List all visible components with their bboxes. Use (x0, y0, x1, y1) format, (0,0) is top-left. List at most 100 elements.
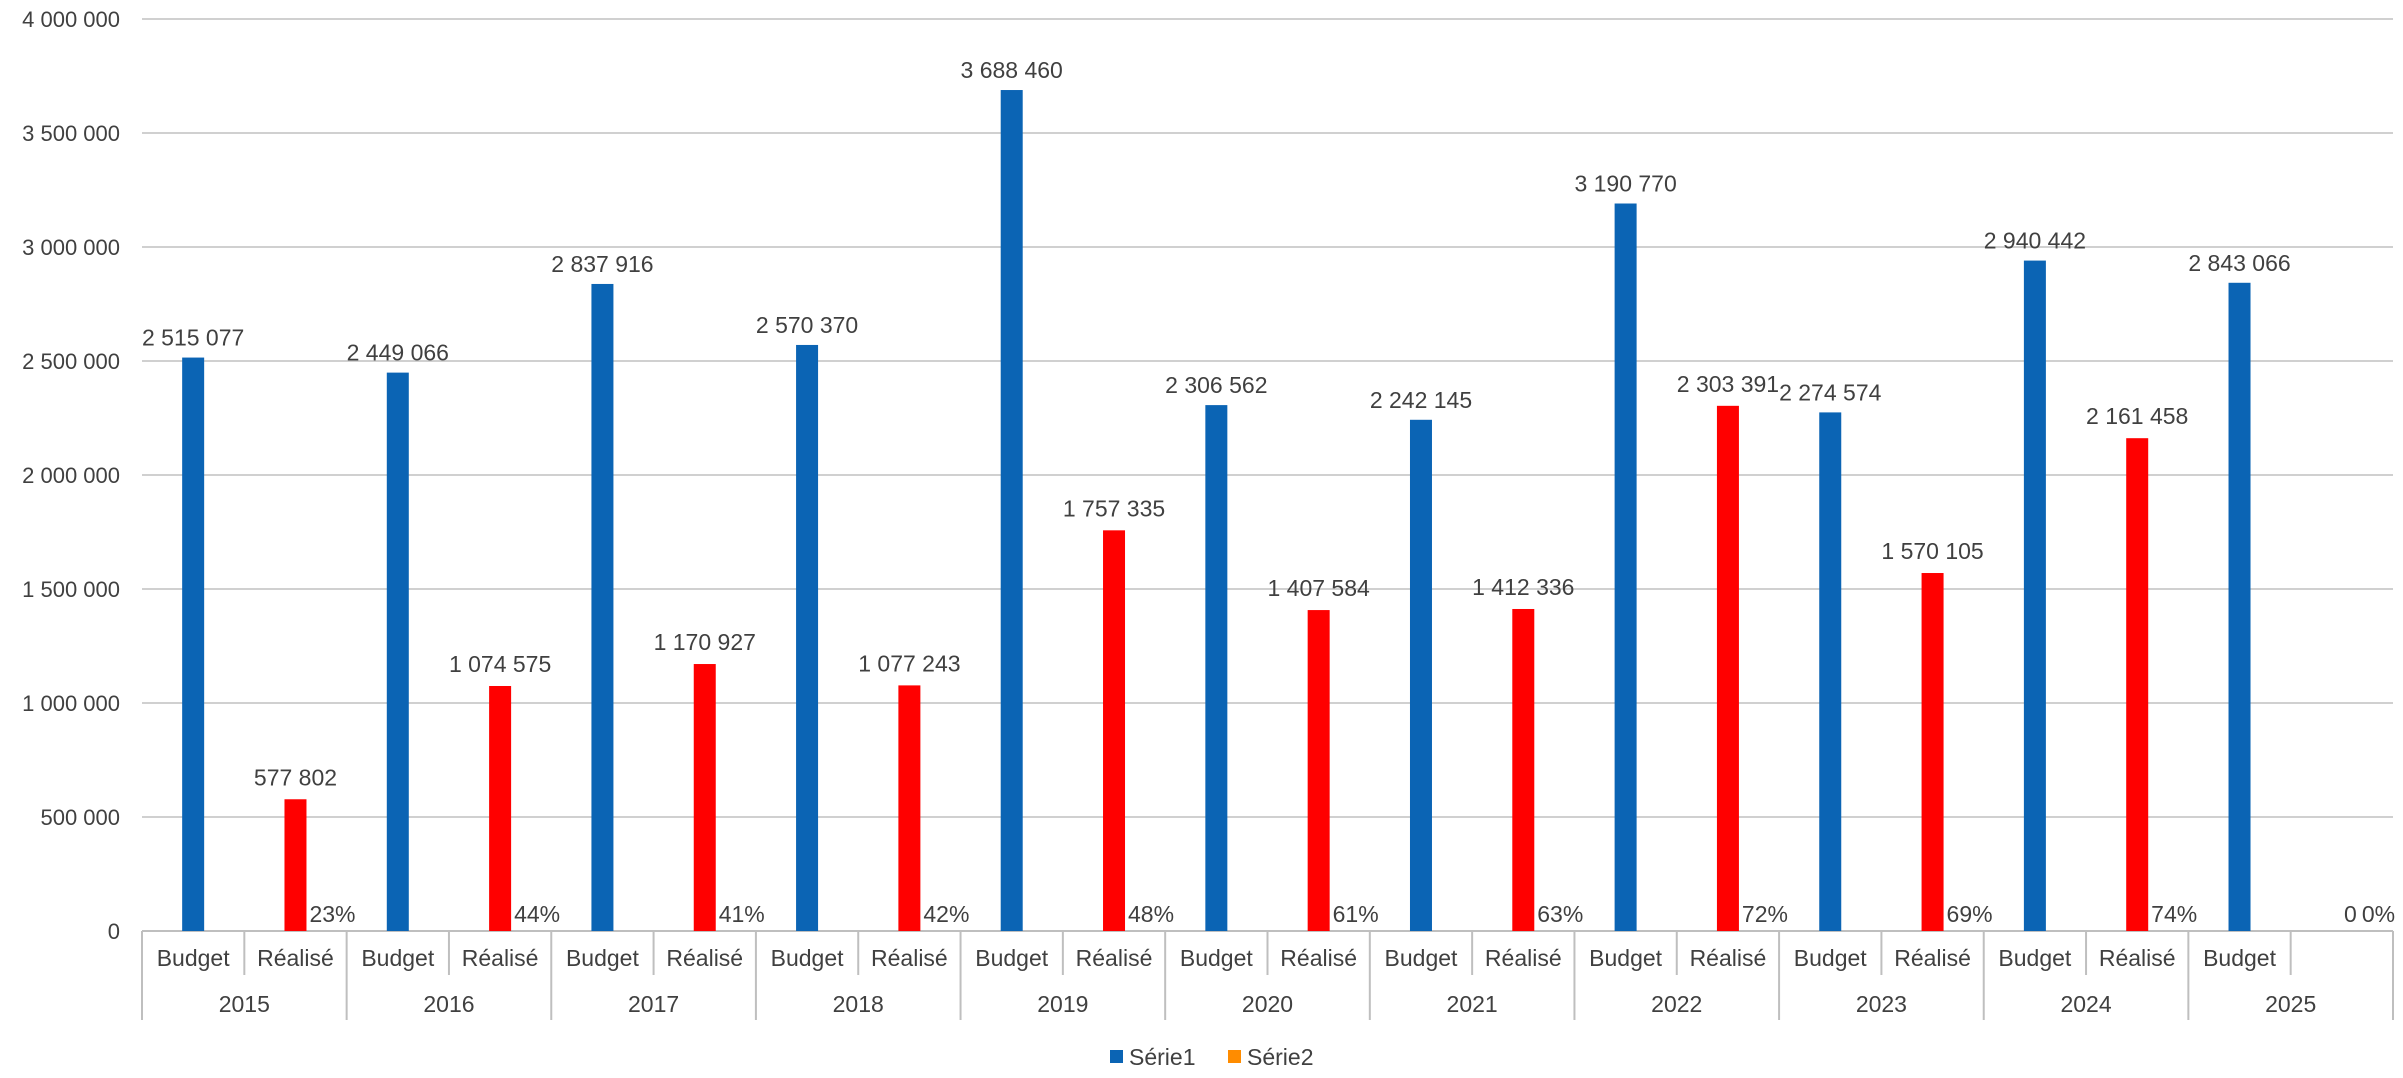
year-label-2024: 2024 (2060, 991, 2111, 1017)
category-label-budget: Budget (771, 945, 845, 971)
category-label-realise: Réalisé (1280, 945, 1357, 971)
category-label-realise: Réalisé (666, 945, 743, 971)
year-label-2025: 2025 (2265, 991, 2316, 1017)
year-label-2022: 2022 (1651, 991, 1702, 1017)
year-label-2020: 2020 (1242, 991, 1293, 1017)
category-label-budget: Budget (1998, 945, 2072, 971)
bar-realise-2020 (1307, 610, 1330, 931)
bar-budget-2022 (1614, 203, 1637, 931)
category-label-budget: Budget (1385, 945, 1459, 971)
data-label-budget-2024: 2 940 442 (1984, 228, 2086, 254)
bar-budget-2015 (182, 357, 205, 931)
category-label-budget: Budget (975, 945, 1049, 971)
y-tick-label: 1 500 000 (22, 577, 120, 602)
data-label-realise-2019: 1 757 335 (1063, 495, 1165, 521)
data-label-realise-2017: 1 170 927 (654, 629, 756, 655)
category-label-realise: Réalisé (1485, 945, 1562, 971)
bar-realise-2024 (2126, 438, 2149, 931)
y-tick-label: 500 000 (40, 805, 120, 830)
category-label-realise: Réalisé (2099, 945, 2176, 971)
bar-realise-2021 (1512, 608, 1535, 931)
bar-budget-2017 (591, 283, 614, 931)
bar-realise-2023 (1921, 573, 1944, 931)
category-label-budget: Budget (157, 945, 231, 971)
bar-realise-2018 (898, 685, 921, 931)
bar-realise-2019 (1103, 530, 1126, 931)
year-label-2016: 2016 (423, 991, 474, 1017)
category-label-realise: Réalisé (1690, 945, 1767, 971)
y-tick-label: 2 000 000 (22, 463, 120, 488)
data-label-budget-2017: 2 837 916 (551, 251, 653, 277)
category-label-budget: Budget (2203, 945, 2277, 971)
percent-label-2022: 72% (1742, 901, 1788, 927)
percent-label-2016: 44% (514, 901, 560, 927)
data-label-realise-2023: 1 570 105 (1881, 538, 1983, 564)
data-label-realise-2022: 2 303 391 (1677, 371, 1779, 397)
data-label-budget-2019: 3 688 460 (961, 57, 1063, 83)
bar-realise-2022 (1716, 405, 1739, 931)
data-label-budget-2015: 2 515 077 (142, 325, 244, 351)
bar-budget-2020 (1205, 405, 1228, 931)
category-label-realise: Réalisé (1076, 945, 1153, 971)
data-label-realise-2020: 1 407 584 (1267, 575, 1370, 601)
category-label-budget: Budget (1589, 945, 1663, 971)
percent-label-2025: 0% (2362, 901, 2395, 927)
year-label-2019: 2019 (1037, 991, 1088, 1017)
percent-label-2015: 23% (309, 901, 355, 927)
percent-label-2023: 69% (1947, 901, 1993, 927)
category-label-budget: Budget (1794, 945, 1868, 971)
data-label-budget-2020: 2 306 562 (1165, 372, 1267, 398)
bar-realise-2015 (284, 799, 307, 931)
y-tick-label: 3 500 000 (22, 121, 120, 146)
data-label-budget-2022: 3 190 770 (1574, 171, 1676, 197)
data-label-realise-2025: 0 (2344, 901, 2357, 927)
legend-label-1: Série1 (1129, 1044, 1195, 1070)
data-label-realise-2015: 577 802 (254, 764, 337, 790)
legend-swatch-1 (1110, 1050, 1123, 1063)
year-label-2017: 2017 (628, 991, 679, 1017)
category-label-budget: Budget (1180, 945, 1254, 971)
data-label-budget-2016: 2 449 066 (347, 340, 449, 366)
category-label-budget: Budget (361, 945, 435, 971)
data-label-realise-2024: 2 161 458 (2086, 403, 2188, 429)
category-label-budget: Budget (566, 945, 640, 971)
category-label-realise: Réalisé (871, 945, 948, 971)
year-label-2018: 2018 (833, 991, 884, 1017)
data-label-budget-2023: 2 274 574 (1779, 379, 1882, 405)
y-tick-label: 0 (108, 919, 120, 944)
category-label-realise: Réalisé (257, 945, 334, 971)
legend-swatch-2 (1228, 1050, 1241, 1063)
year-label-2021: 2021 (1447, 991, 1498, 1017)
bar-budget-2021 (1409, 419, 1432, 931)
percent-label-2019: 48% (1128, 901, 1174, 927)
year-label-2023: 2023 (1856, 991, 1907, 1017)
percent-label-2017: 41% (719, 901, 765, 927)
percent-label-2021: 63% (1537, 901, 1583, 927)
data-label-budget-2018: 2 570 370 (756, 312, 858, 338)
percent-label-2018: 42% (923, 901, 969, 927)
data-label-realise-2021: 1 412 336 (1472, 574, 1574, 600)
bar-budget-2025 (2228, 282, 2251, 931)
y-tick-label: 1 000 000 (22, 691, 120, 716)
bar-budget-2023 (1819, 412, 1842, 932)
bar-budget-2018 (796, 344, 819, 931)
legend-label-2: Série2 (1247, 1044, 1313, 1070)
data-label-budget-2025: 2 843 066 (2188, 250, 2290, 276)
percent-label-2020: 61% (1333, 901, 1379, 927)
bar-budget-2016 (386, 372, 409, 932)
data-label-budget-2021: 2 242 145 (1370, 387, 1472, 413)
data-label-realise-2018: 1 077 243 (858, 650, 960, 676)
year-label-2015: 2015 (219, 991, 270, 1017)
bar-realise-2017 (693, 664, 716, 931)
data-label-realise-2016: 1 074 575 (449, 651, 551, 677)
bar-budget-2019 (1000, 90, 1023, 931)
bar-realise-2016 (489, 685, 512, 931)
percent-label-2024: 74% (2151, 901, 2197, 927)
y-tick-label: 4 000 000 (22, 7, 120, 32)
y-tick-label: 3 000 000 (22, 235, 120, 260)
category-label-realise: Réalisé (1894, 945, 1971, 971)
y-tick-label: 2 500 000 (22, 349, 120, 374)
category-label-realise: Réalisé (462, 945, 539, 971)
